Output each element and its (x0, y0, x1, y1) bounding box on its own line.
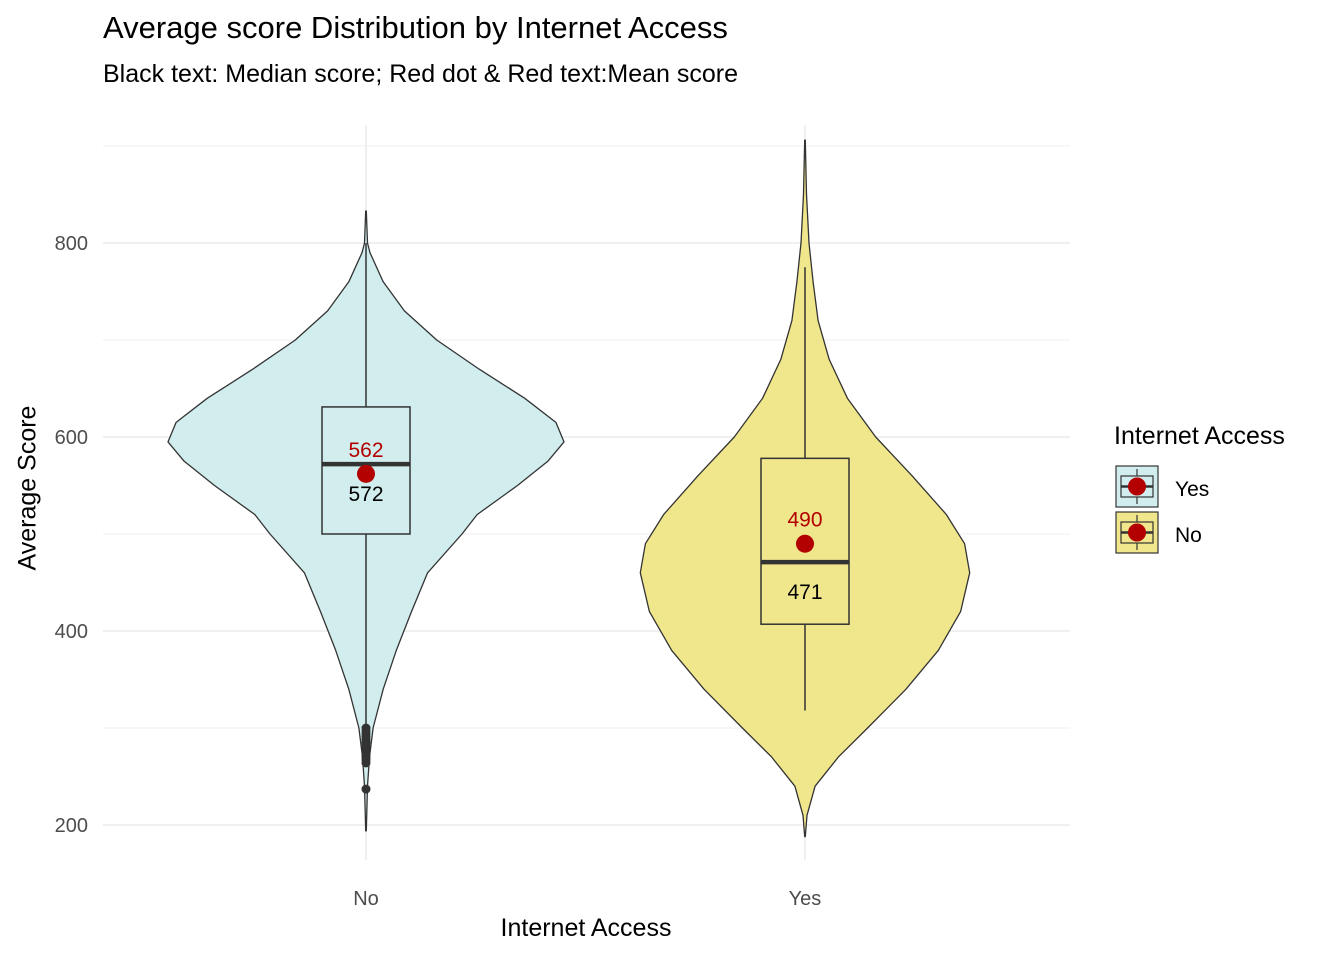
legend-title: Internet Access (1114, 422, 1285, 450)
median-label-yes: 471 (787, 581, 822, 604)
legend-mean-dot-no (1128, 523, 1146, 542)
x-axis-label: Internet Access (500, 914, 672, 942)
chart-title: Average score Distribution by Internet A… (103, 10, 728, 45)
x-tick-label-no: No (353, 888, 379, 910)
outlier-point-no-12 (361, 758, 371, 768)
y-tick-label-600: 600 (55, 427, 88, 449)
median-label-no: 572 (348, 483, 383, 506)
legend-mean-dot-yes (1128, 477, 1146, 496)
legend-label-yes: Yes (1175, 478, 1210, 501)
y-tick-label-800: 800 (55, 233, 88, 255)
mean-dot-yes (796, 534, 814, 553)
outlier-point-no-13 (361, 784, 371, 794)
mean-dot-no (357, 464, 375, 483)
x-tick-label-yes: Yes (789, 888, 822, 910)
y-tick-label-200: 200 (55, 815, 88, 837)
legend-label-no: No (1175, 524, 1202, 547)
y-tick-label-400: 400 (55, 621, 88, 643)
chart-subtitle: Black text: Median score; Red dot & Red … (103, 60, 739, 88)
y-axis-label: Average Score (13, 405, 42, 571)
mean-label-yes: 490 (787, 509, 822, 532)
mean-label-no: 562 (348, 439, 383, 462)
